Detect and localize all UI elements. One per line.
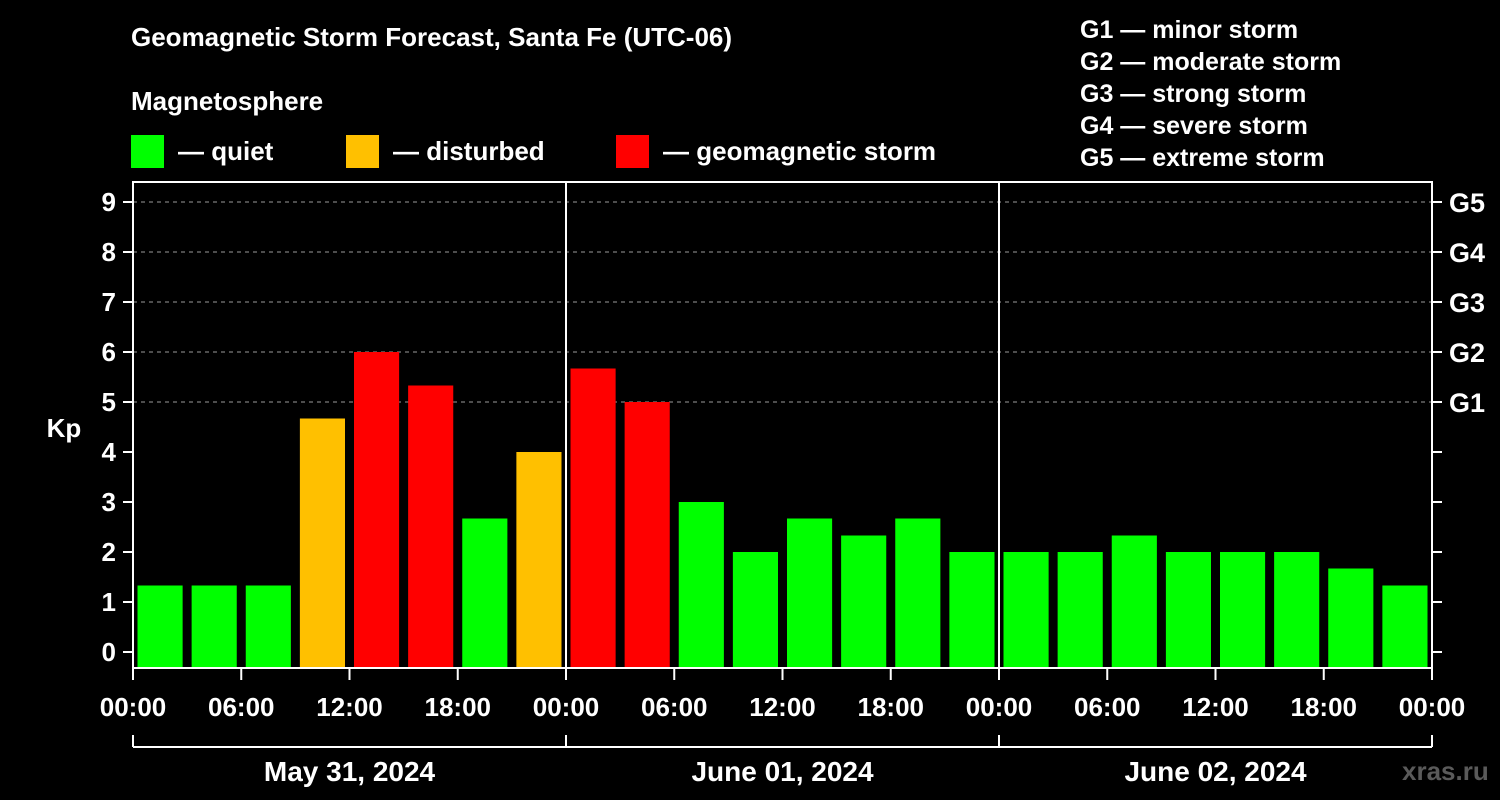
right-axis-label-g3: G3	[1449, 288, 1485, 318]
xtick-label-6: 12:00	[749, 692, 816, 722]
xtick-label-11: 18:00	[1291, 692, 1358, 722]
bar-7	[516, 452, 561, 668]
xtick-label-12: 00:00	[1399, 692, 1466, 722]
ytick-label-7: 7	[102, 287, 116, 317]
bar-18	[1112, 536, 1157, 669]
ytick-label-4: 4	[102, 437, 117, 467]
watermark: xras.ru	[1402, 756, 1489, 787]
xtick-label-3: 18:00	[425, 692, 492, 722]
right-axis-label-g4: G4	[1449, 238, 1485, 268]
day-label-1: June 01, 2024	[691, 756, 874, 787]
bar-16	[1004, 552, 1049, 668]
xtick-label-5: 06:00	[641, 692, 708, 722]
bar-14	[895, 519, 940, 669]
bar-10	[679, 502, 724, 668]
day-label-2: June 02, 2024	[1124, 756, 1307, 787]
bar-15	[949, 552, 994, 668]
xtick-label-0: 00:00	[100, 692, 167, 722]
bar-13	[841, 536, 886, 669]
xtick-label-4: 00:00	[533, 692, 600, 722]
y-axis-label: Kp	[47, 413, 82, 443]
xtick-label-10: 12:00	[1182, 692, 1249, 722]
ytick-label-2: 2	[102, 537, 116, 567]
ytick-label-9: 9	[102, 187, 116, 217]
xtick-label-8: 00:00	[966, 692, 1033, 722]
bar-5	[408, 386, 453, 669]
bar-3	[300, 419, 345, 669]
bar-11	[733, 552, 778, 668]
bar-12	[787, 519, 832, 669]
ytick-label-3: 3	[102, 487, 116, 517]
bar-8	[571, 369, 616, 669]
bar-0	[138, 586, 183, 669]
day-label-0: May 31, 2024	[264, 756, 436, 787]
bar-23	[1382, 586, 1427, 669]
bar-21	[1274, 552, 1319, 668]
ytick-label-1: 1	[102, 587, 116, 617]
bar-1	[192, 586, 237, 669]
xtick-label-7: 18:00	[858, 692, 925, 722]
bar-17	[1058, 552, 1103, 668]
right-axis-label-g1: G1	[1449, 388, 1485, 418]
bar-6	[462, 519, 507, 669]
right-axis-label-g5: G5	[1449, 188, 1485, 218]
ytick-label-5: 5	[102, 387, 116, 417]
xtick-label-1: 06:00	[208, 692, 275, 722]
xtick-label-2: 12:00	[316, 692, 383, 722]
bar-2	[246, 586, 291, 669]
bar-20	[1220, 552, 1265, 668]
ytick-label-8: 8	[102, 237, 116, 267]
bar-22	[1328, 569, 1373, 669]
ytick-label-0: 0	[102, 637, 116, 667]
right-axis-label-g2: G2	[1449, 338, 1485, 368]
ytick-label-6: 6	[102, 337, 116, 367]
xtick-label-9: 06:00	[1074, 692, 1141, 722]
bar-4	[354, 352, 399, 668]
bar-19	[1166, 552, 1211, 668]
bar-9	[625, 402, 670, 668]
